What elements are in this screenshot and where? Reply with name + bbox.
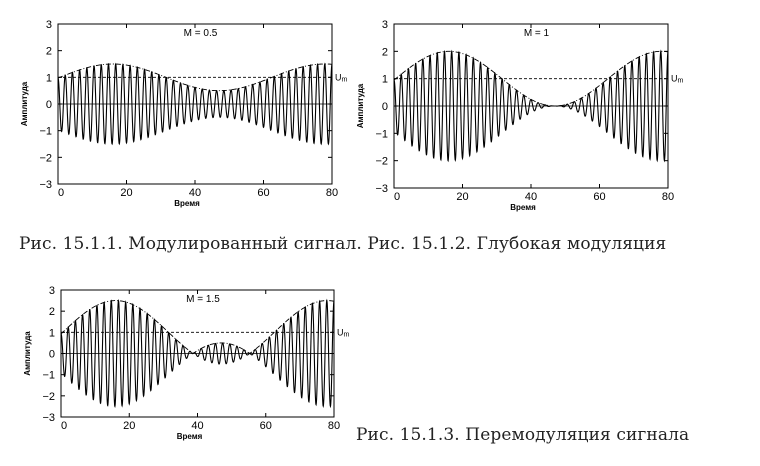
um-label: Um [337,327,350,338]
y-tick-label: −2 [375,156,388,168]
y-tick-label: −2 [42,391,55,403]
modulation-annotation: M = 0.5 [184,28,218,39]
y-tick-label: −1 [375,128,388,140]
x-tick-label: 0 [58,187,64,199]
x-axis-title: Время [174,199,200,208]
envelope-series [60,300,335,354]
x-tick-label: 20 [120,187,132,199]
y-tick-label: 3 [382,19,388,31]
modulation-annotation: M = 1.5 [186,294,220,305]
um-label: Um [671,74,684,85]
y-tick-label: 3 [46,19,52,31]
y-tick-label: 1 [46,72,52,84]
y-tick-label: 1 [382,74,388,86]
y-tick-label: −1 [42,370,55,382]
x-tick-label: 0 [394,191,400,203]
chart-m1: 3 2 1 0 −1 −2 −3 0 20 40 60 80 Время Амплитуда M = 1 Um [345,10,705,212]
x-tick-label: 60 [593,191,605,203]
y-axis-title: Амплитуда [20,81,29,126]
caption-fig3: Рис. 15.1.3. Перемодуляция сигнала [356,425,690,445]
x-tick-label: 20 [123,420,135,432]
x-tick-label: 40 [189,187,201,199]
x-tick-label: 60 [260,420,272,432]
y-tick-label: −2 [39,152,52,164]
x-tick-label: 80 [326,187,338,199]
chart-m1-svg: 3 2 1 0 −1 −2 −3 0 20 40 60 80 Время Амплитуда M = 1 Um [356,19,684,212]
y-tick-label: 2 [382,46,388,58]
chart-m05-svg: 3 2 1 0 −1 −2 −3 0 20 40 60 80 Время Амплитуда M = 0.5… [20,19,348,208]
y-tick-label: −3 [375,183,388,195]
x-tick-label: 40 [525,191,537,203]
y-axis-title: Амплитуда [23,331,32,376]
y-tick-label: −1 [39,126,52,138]
y-tick-label: 0 [49,349,55,361]
chart-m05: 3 2 1 0 −1 −2 −3 0 20 40 60 80 Время Амплитуда M = 0.5… [0,10,360,208]
y-tick-label: −3 [39,179,52,191]
x-tick-label: 60 [257,187,269,199]
x-tick-label: 80 [662,191,674,203]
y-tick-label: 3 [49,285,55,297]
y-tick-label: 0 [382,101,388,113]
y-tick-label: 2 [49,306,55,318]
chart-m15: 3 2 1 0 −1 −2 −3 0 20 40 60 80 Время Амплитуда M = 1.5… [0,280,360,460]
y-axis-title: Амплитуда [356,83,365,128]
modulation-annotation: M = 1 [524,28,550,39]
x-tick-label: 40 [191,420,203,432]
envelope-series [57,63,333,92]
carrier-series [393,49,669,163]
x-tick-label: 20 [456,191,468,203]
carrier-series [60,298,335,409]
x-tick-label: 80 [328,420,340,432]
caption-fig1: Рис. 15.1.1. Модулированный сигнал. Рис.… [19,234,667,254]
envelope-series [393,50,669,107]
x-axis-title: Время [510,203,536,212]
chart-m15-svg: 3 2 1 0 −1 −2 −3 0 20 40 60 80 Время Амплитуда M = 1.5… [23,285,350,441]
y-tick-label: 1 [49,327,55,339]
um-label: Um [335,72,348,83]
y-tick-label: −3 [42,412,55,424]
x-axis-title: Время [177,432,203,441]
y-tick-label: 2 [46,46,52,58]
y-tick-label: 0 [46,99,52,111]
x-tick-label: 0 [61,420,67,432]
